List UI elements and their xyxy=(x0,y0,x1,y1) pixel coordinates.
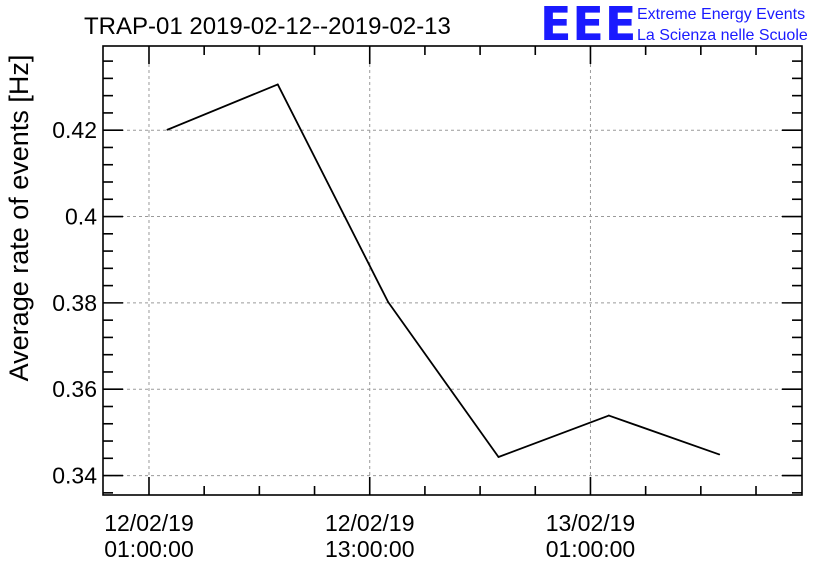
logo-line-2: La Scienza nelle Scuole xyxy=(637,27,808,44)
y-axis-label: Average rate of events [Hz] xyxy=(4,55,34,382)
eee-logo: EEE Extreme Energy Events La Scienza nel… xyxy=(540,0,808,51)
data-point xyxy=(387,301,390,303)
y-tick-label: 0.34 xyxy=(52,463,97,489)
logo-mark: EEE xyxy=(540,0,637,51)
data-point xyxy=(718,453,721,456)
data-point xyxy=(276,83,279,86)
logo-line-1: Extreme Energy Events xyxy=(637,6,805,23)
y-tick-label: 0.42 xyxy=(52,117,97,143)
series-line xyxy=(167,83,720,458)
x-tick-label-time: 13:00:00 xyxy=(325,536,415,562)
tick-labels: 12/02/1901:00:0012/02/1913:00:0013/02/19… xyxy=(52,117,635,562)
y-tick-label: 0.36 xyxy=(52,376,97,402)
x-tick-label-time: 01:00:00 xyxy=(546,536,636,562)
chart-title: TRAP-01 2019-02-12--2019-02-13 xyxy=(84,13,451,40)
series-layer xyxy=(166,83,721,458)
x-tick-label-date: 12/02/19 xyxy=(104,510,194,536)
x-tick-label-time: 01:00:00 xyxy=(104,536,194,562)
grid-lines xyxy=(103,46,802,495)
plot-frame xyxy=(102,45,803,496)
data-point xyxy=(166,128,169,131)
data-point xyxy=(607,414,610,417)
data-point xyxy=(497,456,500,458)
x-tick-label-date: 13/02/19 xyxy=(546,510,636,536)
y-tick-label: 0.38 xyxy=(52,290,97,316)
axis-ticks xyxy=(103,46,802,495)
y-tick-label: 0.4 xyxy=(65,204,97,230)
x-tick-label-date: 12/02/19 xyxy=(325,510,415,536)
